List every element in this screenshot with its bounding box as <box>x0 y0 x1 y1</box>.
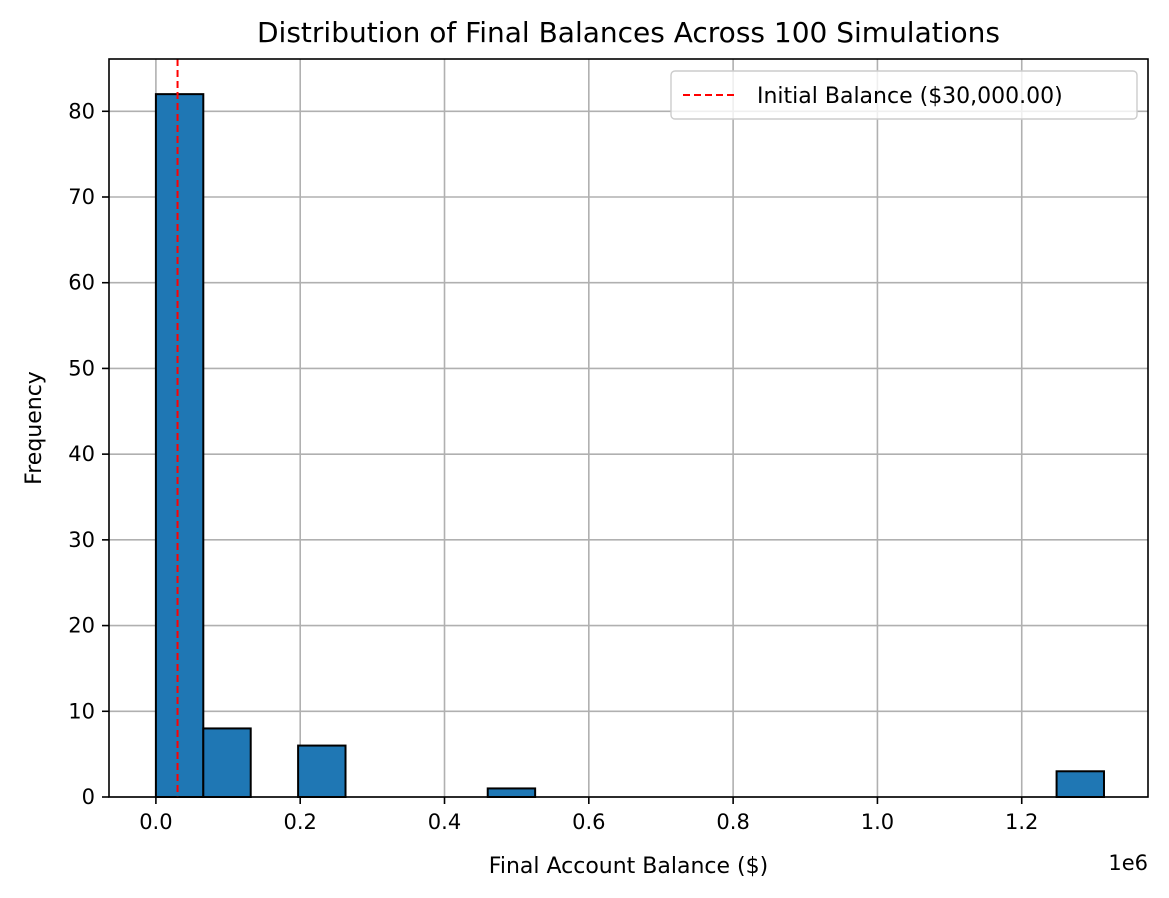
legend: Initial Balance ($30,000.00) <box>670 70 1138 120</box>
plot-area-frame <box>108 58 1149 798</box>
x-tick-label: 1.0 <box>861 810 894 834</box>
x-tick-label: 0.8 <box>716 810 749 834</box>
chart-title: Distribution of Final Balances Across 10… <box>257 16 1000 49</box>
histogram-bars <box>154 93 1105 799</box>
x-axis-offset-text: 1e6 <box>1108 851 1148 875</box>
y-axis-ticks: 0 10 20 30 40 50 60 70 80 <box>68 99 109 809</box>
y-tick-label: 60 <box>68 271 95 295</box>
legend-reference-line-label: Initial Balance ($30,000.00) <box>757 84 1063 109</box>
histogram-bar <box>297 744 347 798</box>
histogram-bar <box>486 787 537 799</box>
x-tick-label: 0.4 <box>428 810 461 834</box>
y-tick-label: 0 <box>82 785 95 809</box>
histogram-bar <box>1055 770 1105 798</box>
x-axis-label: Final Account Balance ($) <box>489 854 768 879</box>
y-tick-label: 50 <box>68 356 95 380</box>
x-tick-label: 1.2 <box>1005 810 1038 834</box>
histogram-bar <box>154 93 205 798</box>
x-tick-label: 0.6 <box>572 810 605 834</box>
y-axis-label: Frequency <box>22 371 47 485</box>
y-tick-label: 80 <box>68 99 95 123</box>
y-tick-label: 10 <box>68 699 95 723</box>
y-tick-label: 70 <box>68 185 95 209</box>
x-axis-ticks: 0.0 0.2 0.4 0.6 0.8 1.0 1.2 <box>139 797 1038 834</box>
y-tick-label: 30 <box>68 528 95 552</box>
y-tick-label: 20 <box>68 614 95 638</box>
x-tick-label: 0.2 <box>284 810 317 834</box>
x-tick-label: 0.0 <box>139 810 172 834</box>
legend-box <box>670 70 1138 120</box>
grid-lines <box>109 59 1148 798</box>
histogram-bar <box>202 727 252 799</box>
y-tick-label: 40 <box>68 442 95 466</box>
